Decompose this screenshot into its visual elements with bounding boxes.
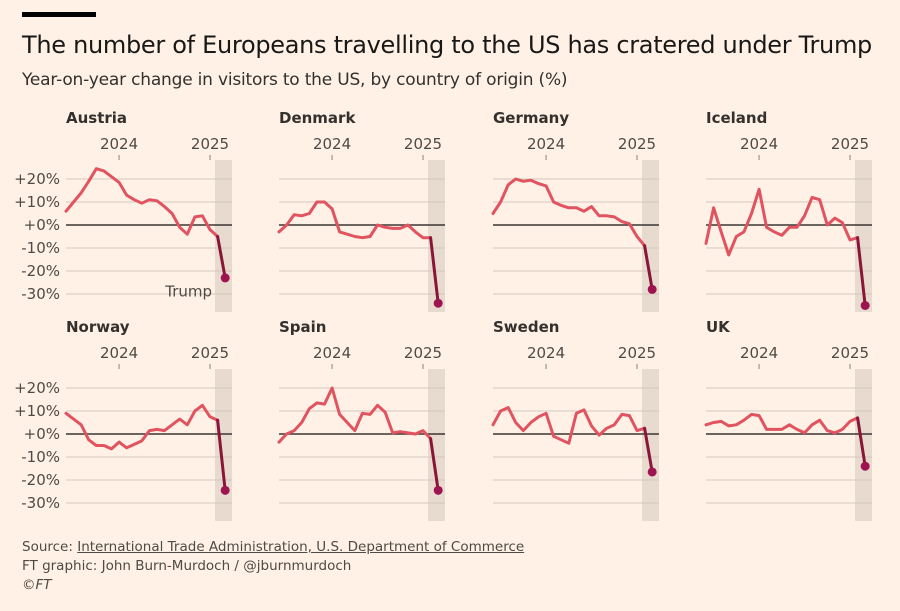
panel-denmark: Denmark 2024 2025 [277, 109, 445, 312]
trump-segment [643, 244, 654, 291]
panel-uk: UK 2024 2025 [704, 318, 872, 521]
trump-segment [429, 236, 440, 305]
trump-period-shade [855, 369, 872, 521]
y-tick-label: -20% [21, 262, 60, 280]
y-tick-label: +0% [24, 425, 60, 443]
trump-period-shade [215, 160, 232, 312]
trump-period-shade [428, 160, 445, 312]
series-line [64, 403, 220, 451]
x-tick-label: 2024 [313, 344, 351, 362]
y-tick-label: -20% [21, 471, 60, 489]
panel-spain: Spain 2024 2025 [277, 318, 445, 521]
series-line [491, 177, 647, 248]
series-line [277, 200, 433, 240]
chart-subtitle: Year-on-year change in visitors to the U… [22, 70, 568, 90]
trump-period-shade [428, 369, 445, 521]
panel-title: Spain [279, 318, 326, 336]
trump-segment [216, 418, 227, 492]
panel-germany: Germany 2024 2025 [491, 109, 659, 312]
panel-title: UK [706, 318, 731, 336]
y-tick-label: +10% [14, 193, 60, 211]
series-line [64, 167, 220, 238]
x-tick-label: 2024 [100, 344, 138, 362]
y-tick-label: +20% [14, 170, 60, 188]
x-tick-label: 2025 [831, 135, 869, 153]
trump-annotation: Trump [164, 283, 212, 301]
latest-point [647, 467, 657, 477]
y-tick-label: -30% [21, 285, 60, 303]
x-tick-label: 2025 [404, 135, 442, 153]
x-tick-label: 2025 [618, 344, 656, 362]
x-tick-label: 2024 [100, 135, 138, 153]
copyright: ©FT [22, 577, 52, 593]
x-tick-label: 2025 [191, 344, 229, 362]
series-line [704, 187, 860, 257]
credit-line: FT graphic: John Burn-Murdoch / @jburnmu… [22, 558, 352, 574]
latest-point [860, 301, 870, 310]
trump-period-shade [642, 160, 659, 312]
x-tick-label: 2025 [831, 344, 869, 362]
latest-point [220, 273, 230, 283]
source-link[interactable]: International Trade Administration, U.S.… [77, 539, 525, 555]
panel-title: Germany [493, 109, 569, 127]
panel-norway: +20% +10% +0% -10% -20% -30% Norway 2024 2025 [14, 318, 232, 521]
trump-segment [429, 437, 440, 492]
latest-point [220, 485, 230, 495]
y-tick-label: +10% [14, 402, 60, 420]
panel-title: Austria [66, 109, 127, 127]
trump-segment [216, 235, 227, 280]
panel-austria: +20% +10% +0% -10% -20% -30% Austria 2024 2025 Tr… [14, 109, 232, 312]
panel-title: Norway [66, 318, 130, 336]
trump-period-shade [215, 369, 232, 521]
latest-point [433, 298, 443, 308]
trump-period-shade [642, 369, 659, 521]
x-tick-label: 2025 [618, 135, 656, 153]
panel-title: Iceland [706, 109, 767, 127]
x-tick-label: 2025 [404, 344, 442, 362]
panel-iceland: Iceland 2024 2025 [704, 109, 872, 312]
y-tick-label: -30% [21, 494, 60, 512]
x-tick-label: 2025 [191, 135, 229, 153]
y-tick-label: +0% [24, 216, 60, 234]
footer: Source: International Trade Administrati… [22, 538, 524, 595]
y-tick-label: -10% [21, 239, 60, 257]
panel-title: Sweden [493, 318, 559, 336]
chart-title: The number of Europeans travelling to th… [22, 31, 872, 59]
x-tick-label: 2024 [527, 344, 565, 362]
source-line: Source: International Trade Administrati… [22, 538, 524, 557]
source-prefix: Source: [22, 539, 78, 555]
x-tick-label: 2024 [527, 135, 565, 153]
ft-brand-bar [22, 12, 96, 17]
latest-point [647, 284, 657, 294]
y-tick-label: +20% [14, 379, 60, 397]
series-line [277, 386, 433, 444]
panel-sweden: Sweden 2024 2025 [491, 318, 659, 521]
x-tick-label: 2024 [740, 344, 778, 362]
trump-segment [856, 416, 867, 468]
trump-segment [856, 236, 867, 307]
latest-point [433, 485, 443, 495]
panel-title: Denmark [279, 109, 356, 127]
series-line [491, 406, 647, 445]
x-tick-label: 2024 [740, 135, 778, 153]
trump-segment [643, 426, 654, 474]
x-tick-label: 2024 [313, 135, 351, 153]
y-tick-label: -10% [21, 448, 60, 466]
series-line [704, 412, 860, 435]
latest-point [860, 461, 870, 471]
trump-period-shade [855, 160, 872, 312]
